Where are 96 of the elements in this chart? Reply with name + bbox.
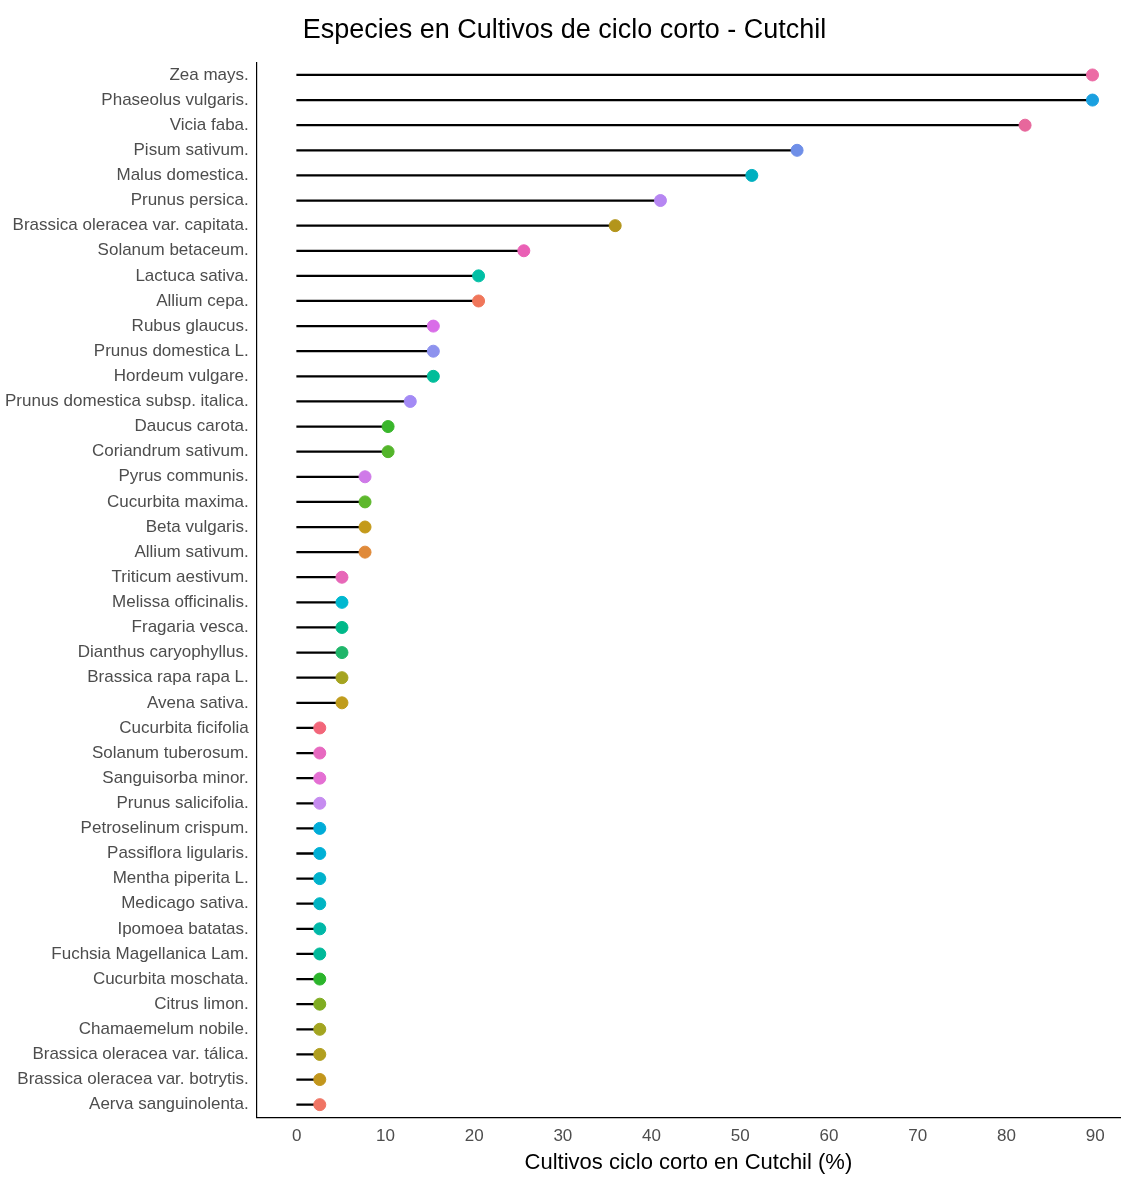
y-tick-label: Malus domestica. bbox=[116, 165, 249, 185]
y-tick-label: Prunus salicifolia. bbox=[116, 792, 249, 812]
y-tick-label: Petroselinum crispum. bbox=[80, 818, 249, 838]
x-tick-label: 60 bbox=[819, 1126, 839, 1146]
point bbox=[358, 495, 372, 509]
y-tick-label: Allium cepa. bbox=[156, 290, 249, 310]
y-tick-label: Daucus carota. bbox=[134, 416, 249, 436]
point bbox=[335, 671, 349, 685]
y-tick-label: Zea mays. bbox=[169, 64, 249, 84]
x-axis-title: Cultivos ciclo corto en Cutchil (%) bbox=[524, 1148, 853, 1174]
point bbox=[335, 570, 349, 584]
point bbox=[313, 872, 327, 886]
point bbox=[313, 897, 327, 911]
x-tick-label: 40 bbox=[642, 1126, 662, 1146]
y-tick-label: Solanum betaceum. bbox=[97, 240, 249, 260]
y-tick-label: Mentha piperita L. bbox=[112, 868, 249, 888]
y-tick-label: Dianthus caryophyllus. bbox=[77, 642, 249, 662]
y-tick-label: Melissa officinalis. bbox=[112, 592, 249, 612]
y-tick-label: Medicago sativa. bbox=[121, 893, 249, 913]
point bbox=[1086, 68, 1099, 82]
point bbox=[313, 721, 327, 735]
x-tick-label: 80 bbox=[996, 1126, 1016, 1146]
point bbox=[358, 470, 372, 484]
y-tick-label: Allium sativum. bbox=[134, 541, 249, 561]
point bbox=[790, 143, 804, 157]
point bbox=[313, 821, 327, 835]
point bbox=[313, 746, 327, 760]
point bbox=[313, 847, 327, 860]
y-tick-label: Brassica rapa rapa L. bbox=[87, 667, 249, 687]
y-tick-label: Fuchsia Magellanica Lam. bbox=[51, 943, 249, 963]
y-tick-label: Phaseolus vulgaris. bbox=[101, 89, 249, 109]
point bbox=[517, 244, 531, 258]
point bbox=[313, 997, 327, 1011]
point bbox=[653, 194, 667, 208]
x-tick-label: 90 bbox=[1085, 1126, 1105, 1146]
y-tick-label: Brassica oleracea var. botrytis. bbox=[17, 1069, 249, 1089]
y-tick-label: Coriandrum sativum. bbox=[91, 441, 249, 461]
y-tick-label: Avena sativa. bbox=[147, 692, 249, 712]
y-tick-label: Prunus domestica subsp. italica. bbox=[4, 391, 249, 411]
x-tick-label: 50 bbox=[730, 1126, 750, 1146]
y-tick-label: Solanum tuberosum. bbox=[91, 742, 249, 762]
point bbox=[608, 219, 622, 233]
point bbox=[426, 319, 440, 333]
y-tick-label: Cucurbita moschata. bbox=[92, 968, 249, 988]
y-tick-label: Beta vulgaris. bbox=[145, 516, 249, 536]
point bbox=[358, 545, 372, 559]
point bbox=[472, 294, 486, 308]
y-tick-label: Cucurbita maxima. bbox=[107, 491, 249, 511]
y-tick-label: Sanguisorba minor. bbox=[102, 767, 249, 787]
y-tick-label: Ipomoea batatas. bbox=[117, 918, 249, 938]
x-tick-label: 30 bbox=[553, 1126, 573, 1146]
point bbox=[335, 595, 349, 609]
point bbox=[335, 620, 349, 634]
y-tick-label: Prunus domestica L. bbox=[93, 340, 249, 360]
point bbox=[381, 420, 395, 434]
y-tick-label: Pyrus communis. bbox=[118, 466, 249, 486]
point bbox=[1018, 118, 1032, 132]
y-tick-label: Citrus limon. bbox=[154, 993, 249, 1013]
point bbox=[313, 1073, 327, 1087]
point bbox=[403, 394, 417, 408]
point bbox=[426, 369, 440, 383]
x-tick-label: 0 bbox=[291, 1126, 302, 1146]
y-tick-label: Triticum aestivum. bbox=[111, 566, 249, 586]
y-tick-label: Prunus persica. bbox=[130, 190, 249, 210]
point bbox=[745, 168, 759, 182]
point bbox=[381, 445, 395, 459]
point bbox=[335, 696, 349, 710]
point bbox=[335, 646, 349, 660]
point bbox=[313, 1022, 327, 1036]
point bbox=[358, 520, 372, 534]
y-tick-label: Cucurbita ficifolia bbox=[119, 717, 250, 737]
y-tick-label: Rubus glaucus. bbox=[131, 315, 249, 335]
y-tick-label: Passiflora ligularis. bbox=[107, 843, 249, 863]
point bbox=[313, 972, 327, 986]
x-tick-label: 70 bbox=[908, 1126, 928, 1146]
y-tick-label: Brassica oleracea var. tálica. bbox=[32, 1044, 249, 1064]
point bbox=[313, 1098, 327, 1112]
point bbox=[313, 947, 327, 961]
point bbox=[1086, 93, 1099, 107]
point bbox=[313, 796, 327, 810]
y-tick-label: Pisum sativum. bbox=[133, 139, 249, 159]
chart-title: Especies en Cultivos de ciclo corto - Cutchil bbox=[302, 13, 827, 44]
point bbox=[472, 269, 486, 283]
x-tick-label: 10 bbox=[375, 1126, 395, 1146]
point bbox=[426, 344, 440, 358]
y-tick-label: Aerva sanguinolenta. bbox=[89, 1094, 249, 1114]
point bbox=[313, 771, 327, 785]
y-tick-label: Lactuca sativa. bbox=[135, 265, 249, 285]
y-tick-label: Vicia faba. bbox=[169, 114, 249, 134]
y-tick-label: Hordeum vulgare. bbox=[113, 366, 249, 386]
y-tick-label: Chamaemelum nobile. bbox=[78, 1018, 249, 1038]
point bbox=[313, 922, 327, 936]
y-tick-label: Brassica oleracea var. capitata. bbox=[12, 215, 249, 235]
point bbox=[313, 1047, 327, 1061]
x-tick-label: 20 bbox=[464, 1126, 484, 1146]
y-tick-label: Fragaria vesca. bbox=[131, 617, 249, 637]
